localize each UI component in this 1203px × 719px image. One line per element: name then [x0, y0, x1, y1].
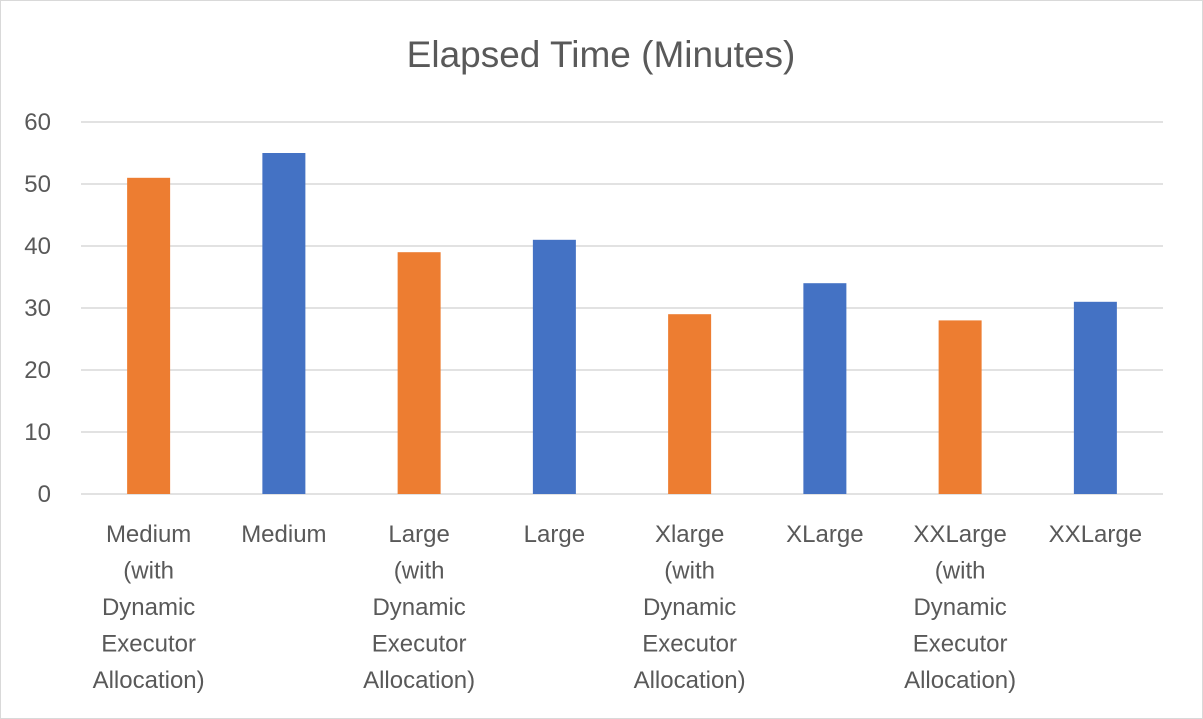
bar — [803, 283, 847, 494]
x-category-label-line: Dynamic — [372, 594, 465, 621]
bar — [668, 314, 712, 494]
x-category-label-line: Allocation) — [634, 667, 746, 694]
y-tick-label: 0 — [38, 481, 51, 508]
x-category-label-line: Dynamic — [643, 594, 736, 621]
bar — [532, 239, 576, 494]
gridlines — [81, 121, 1163, 495]
x-category-label-line: Executor — [101, 631, 196, 658]
x-category-label-line: XXLarge — [913, 521, 1006, 548]
x-category-label: Medium — [241, 521, 326, 548]
x-category-label-line: Executor — [913, 631, 1008, 658]
x-category-label-line: (with — [394, 558, 445, 585]
y-tick-label: 40 — [24, 233, 51, 260]
x-category-label-line: Large — [524, 521, 585, 548]
y-tick-label: 20 — [24, 357, 51, 384]
x-category-label-line: Executor — [642, 631, 737, 658]
x-category-label: Large — [524, 521, 585, 548]
chart-title: Elapsed Time (Minutes) — [407, 34, 796, 75]
bar — [127, 177, 171, 495]
bar — [1073, 301, 1117, 494]
x-category-label-line: Allocation) — [93, 667, 205, 694]
x-category-label: XXLarge (with Dynamic Executor Allocation) — [904, 521, 1016, 694]
x-category-label-line: (with — [123, 558, 174, 585]
x-category-label-line: (with — [935, 558, 986, 585]
bar — [397, 252, 441, 494]
y-tick-label: 60 — [24, 109, 51, 136]
x-category-label-line: Medium — [106, 521, 191, 548]
y-tick-label: 30 — [24, 295, 51, 322]
y-tick-label: 50 — [24, 171, 51, 198]
x-category-label-line: Xlarge — [655, 521, 724, 548]
y-axis-ticks: 0 10 20 30 40 50 60 — [24, 109, 51, 508]
x-category-label-line: (with — [664, 558, 715, 585]
x-axis-categories: Medium (with Dynamic Executor Allocation)Med… — [93, 521, 1142, 694]
x-category-label: XLarge — [786, 521, 863, 548]
bar — [938, 320, 982, 494]
x-category-label-line: Allocation) — [904, 667, 1016, 694]
x-category-label: Large (with Dynamic Executor Allocation) — [363, 521, 475, 694]
x-category-label-line: XXLarge — [1049, 521, 1142, 548]
x-category-label-line: Medium — [241, 521, 326, 548]
x-category-label-line: Large — [388, 521, 449, 548]
x-category-label: Medium (with Dynamic Executor Allocation) — [93, 521, 205, 694]
x-category-label-line: Dynamic — [102, 594, 195, 621]
y-tick-label: 10 — [24, 419, 51, 446]
x-category-label-line: XLarge — [786, 521, 863, 548]
x-category-label: XXLarge — [1049, 521, 1142, 548]
x-category-label-line: Dynamic — [913, 594, 1006, 621]
x-category-label-line: Executor — [372, 631, 467, 658]
bars — [127, 153, 1117, 495]
bar — [262, 153, 306, 494]
x-category-label-line: Allocation) — [363, 667, 475, 694]
x-category-label: Xlarge (with Dynamic Executor Allocation) — [634, 521, 746, 694]
